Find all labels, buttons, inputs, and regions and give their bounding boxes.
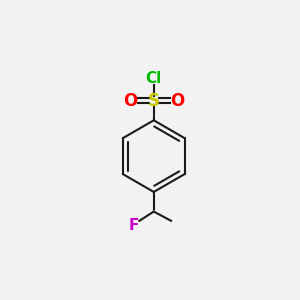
Text: S: S xyxy=(148,92,160,110)
Text: O: O xyxy=(124,92,138,110)
Text: Cl: Cl xyxy=(146,71,162,86)
Text: O: O xyxy=(170,92,184,110)
Text: F: F xyxy=(129,218,139,233)
